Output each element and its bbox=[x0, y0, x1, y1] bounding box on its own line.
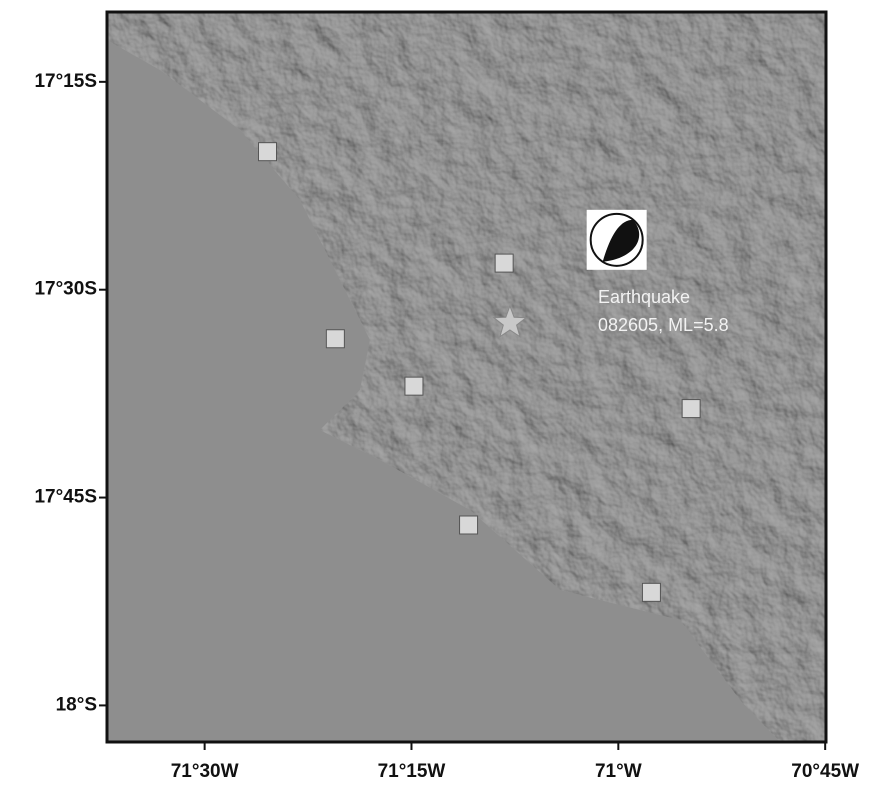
y-tick-label: 17°30S bbox=[34, 279, 97, 300]
focal-mechanism bbox=[587, 210, 647, 270]
x-tick-label: 71°30W bbox=[171, 761, 239, 782]
annotation: 082605, ML=5.8 bbox=[598, 315, 729, 335]
station bbox=[495, 254, 513, 272]
y-tick-label: 17°45S bbox=[34, 487, 97, 508]
x-tick-label: 71°15W bbox=[378, 761, 446, 782]
x-tick-label: 71°W bbox=[595, 761, 642, 782]
terrain bbox=[107, 12, 826, 742]
station bbox=[682, 400, 700, 418]
station bbox=[259, 143, 277, 161]
station bbox=[642, 583, 660, 601]
station bbox=[405, 377, 423, 395]
y-tick-label: 18°S bbox=[56, 694, 97, 715]
y-tick-label: 17°15S bbox=[34, 71, 97, 92]
annotation: Earthquake bbox=[598, 287, 690, 307]
station bbox=[326, 330, 344, 348]
station bbox=[460, 516, 478, 534]
x-tick-label: 70°45W bbox=[791, 761, 859, 782]
map: Earthquake 082605, ML=5.8 71°30W 71°15W 71… bbox=[0, 0, 881, 786]
